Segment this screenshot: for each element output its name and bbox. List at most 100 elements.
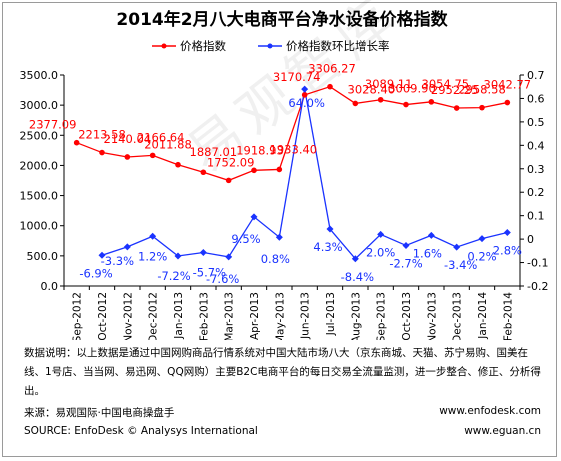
price-index-point — [377, 96, 384, 103]
left-tick-label: 500.0 — [27, 250, 59, 263]
growth-rate-label: 64.0% — [288, 96, 325, 110]
x-tick-label: May-2013 — [274, 292, 286, 340]
growth-rate-label: -5.7% — [193, 265, 226, 279]
x-tick-label: Jan-2014 — [477, 292, 489, 340]
growth-rate-label: 0.8% — [261, 252, 290, 266]
price-index-label: 2377.09 — [29, 118, 77, 132]
x-tick-label: Sep-2013 — [376, 292, 388, 340]
legend-marker-price — [161, 43, 167, 49]
growth-rate-label: -6.9% — [79, 266, 112, 280]
x-tick-label: Jan-2013 — [173, 292, 185, 340]
x-tick-label: Nov-2012 — [122, 292, 134, 340]
chart-frame — [2, 2, 557, 457]
growth-rate-point — [326, 225, 334, 233]
growth-rate-label: 1.6% — [413, 246, 442, 260]
source-cn: 来源：易观国际·中国电商操盘手 — [24, 407, 175, 419]
growth-rate-point — [250, 213, 258, 221]
price-index-point — [453, 105, 460, 111]
growth-rate-label: 4.3% — [313, 240, 342, 254]
right-tick-label: 0.1 — [527, 210, 545, 223]
growth-rate-point — [98, 251, 106, 259]
growth-rate-point — [225, 253, 233, 261]
growth-rate-point — [377, 230, 385, 238]
growth-rate-label: -7.2% — [157, 269, 190, 283]
growth-rate-point — [199, 248, 207, 256]
price-index-point — [352, 100, 359, 107]
legend-price-index: 价格指数 — [180, 39, 226, 53]
x-tick-label: Mar-2013 — [224, 292, 236, 340]
growth-rate-line — [101, 88, 508, 260]
growth-rate-label: 0.2% — [467, 250, 496, 264]
growth-rate-point — [123, 243, 131, 251]
price-index-point — [276, 166, 283, 173]
right-tick-label: 0.2 — [527, 186, 545, 199]
right-tick-label: 0.5 — [527, 116, 545, 129]
data-note: 数据说明：以上数据是通过中国网购商品行情系统对中国大陆市场八大（京东商城、天猫、… — [24, 347, 541, 397]
data-labels: 2377.092213.582140.042166.642011.881887.… — [29, 62, 531, 286]
right-tick-label: 0 — [527, 233, 534, 246]
growth-rate-label: 2.8% — [493, 244, 522, 258]
price-index-label: 1933.40 — [270, 142, 318, 156]
x-tick-label: Jun-2013 — [300, 292, 312, 340]
price-index-point — [200, 169, 207, 176]
left-tick-label: 0.0 — [41, 280, 59, 293]
x-tick-label: Feb-2013 — [198, 292, 210, 340]
growth-rate-point — [427, 231, 435, 239]
growth-rate-label: -3.3% — [101, 254, 134, 268]
x-tick-label: Dec-2013 — [452, 292, 464, 340]
price-index-label: 2166.64 — [137, 130, 185, 144]
price-index-label: 3089.11 — [365, 77, 413, 91]
right-tick-label: 0.6 — [527, 92, 545, 105]
price-index-label: 3306.27 — [308, 62, 356, 76]
growth-rate-label: 2.0% — [366, 245, 395, 259]
price-index-label: 3009.90 — [388, 82, 436, 96]
price-index-label: 2011.88 — [144, 138, 192, 152]
right-tick-label: -0.2 — [527, 280, 548, 293]
series-lines — [76, 85, 508, 260]
price-index-label: 3170.74 — [273, 70, 321, 84]
url-eguan[interactable]: www.eguan.cn — [464, 425, 541, 437]
price-index-label: 2958.58 — [458, 83, 506, 97]
growth-rate-label: 1.2% — [138, 249, 167, 263]
legend: 价格指数 价格指数环比增长率 — [152, 39, 390, 53]
source-en: SOURCE: EnfoDesk © Analysys Internationa… — [24, 425, 258, 437]
price-index-label: 2952.25 — [431, 83, 479, 97]
growth-rate-point — [478, 235, 486, 243]
x-tick-label: Feb-2014 — [502, 292, 514, 340]
price-index-point — [251, 167, 257, 174]
price-index-point — [149, 152, 156, 159]
growth-rate-point — [351, 255, 359, 263]
x-tick-label: Oct-2013 — [401, 292, 413, 340]
left-tick-label: 3000.0 — [20, 99, 59, 112]
left-tick-label: 1000.0 — [20, 220, 59, 233]
price-index-label: 3054.75 — [422, 77, 470, 91]
price-index-label: 2213.58 — [78, 128, 126, 142]
price-index-point — [124, 154, 131, 160]
price-index-label: 1918.93 — [236, 143, 284, 157]
url-enfodesk[interactable]: www.enfodesk.com — [439, 405, 541, 417]
price-index-point — [301, 92, 308, 98]
price-index-point — [403, 101, 409, 108]
x-tick-label: Dec-2012 — [148, 292, 160, 340]
price-index-label: 3042.77 — [484, 78, 532, 92]
price-index-point — [175, 161, 181, 168]
price-index-line — [76, 85, 508, 182]
price-index-label: 2140.04 — [104, 132, 152, 146]
growth-rate-point — [275, 233, 283, 241]
right-tick-label: 0.7 — [527, 69, 545, 82]
price-index-point — [99, 149, 105, 156]
x-tick-label: Apr-2013 — [249, 292, 261, 340]
price-index-point — [504, 99, 511, 106]
growth-rate-label: 9.5% — [231, 232, 260, 246]
growth-rate-label: -7.6% — [206, 272, 239, 286]
legend-marker-growth — [267, 43, 273, 49]
growth-rate-point — [149, 232, 157, 240]
growth-rate-label: -3.4% — [444, 258, 477, 272]
left-tick-label: 2000.0 — [20, 159, 59, 172]
x-tick-label: Jul-2013 — [325, 292, 337, 336]
price-index-label: 1752.09 — [207, 155, 255, 169]
price-index-point — [73, 139, 80, 146]
right-tick-label: -0.1 — [527, 257, 548, 270]
x-tick-label: Nov-2013 — [426, 292, 438, 340]
price-index-point — [479, 104, 485, 111]
